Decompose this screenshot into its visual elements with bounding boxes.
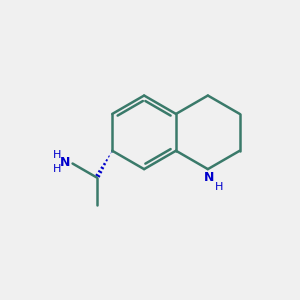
Text: N: N: [204, 172, 214, 184]
Text: H: H: [53, 164, 61, 174]
Text: H: H: [53, 150, 61, 160]
Text: H: H: [215, 182, 223, 191]
Text: N: N: [60, 156, 70, 169]
